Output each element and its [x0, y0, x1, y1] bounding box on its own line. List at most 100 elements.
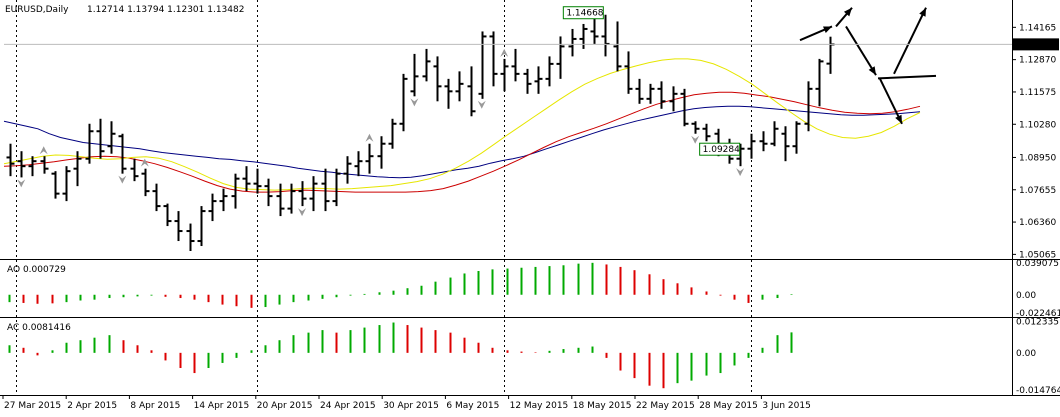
ohlc-bar	[287, 183, 296, 214]
ao-histogram	[8, 262, 793, 308]
price-tick-label: 1.06360	[1019, 218, 1056, 228]
time-tick-label: 27 Mar 2015	[4, 401, 61, 411]
ohlc-bar	[804, 81, 813, 132]
ohlc-bar	[85, 123, 94, 164]
time-tick-label: 6 May 2015	[446, 401, 499, 411]
ohlc-bar	[163, 203, 172, 227]
time-tick-label: 22 May 2015	[636, 401, 695, 411]
ohlc-bar	[770, 121, 779, 147]
ohlc-bar	[186, 223, 195, 252]
ohlc-bar	[556, 36, 565, 79]
ohlc-bar	[635, 78, 644, 104]
ohlc-bar	[6, 143, 15, 177]
user-drawn-arrows[interactable]	[799, 7, 937, 125]
current-price-label: 1.13482	[1016, 40, 1053, 50]
ohlc-bar	[264, 178, 273, 207]
fractal-down-icon	[118, 175, 127, 184]
time-tick-label: 12 May 2015	[510, 401, 569, 411]
ma-line-2	[3, 58, 921, 191]
arrow-head-icon	[868, 66, 876, 76]
ohlc-bar	[500, 58, 509, 92]
drawn-arrow[interactable]	[835, 7, 853, 28]
price-tick-label: 1.07655	[1019, 186, 1056, 196]
ac-label: AC 0.0081416	[7, 323, 71, 333]
ohlc-bar	[298, 181, 307, 207]
arrow-head-icon	[823, 26, 832, 33]
ohlc-bar	[792, 121, 801, 154]
ohlc-bar	[736, 143, 745, 167]
drawn-arrow[interactable]	[879, 78, 903, 125]
ohlc-bar	[365, 143, 374, 174]
ohlc-bar	[523, 68, 532, 94]
time-tick-label: 3 Jun 2015	[762, 401, 810, 411]
moving-averages	[3, 58, 921, 193]
symbol-label: EURUSD,Daily	[5, 5, 69, 15]
ohlc-bar	[219, 188, 228, 212]
ohlc-bar	[410, 53, 419, 97]
ohlc-bar	[309, 176, 318, 212]
ohlc-bar	[680, 88, 689, 127]
ohlc-bar	[197, 206, 206, 247]
ohlc-bar	[781, 126, 790, 162]
ohlc-bar	[669, 86, 678, 112]
fractal-up-icon	[39, 146, 48, 155]
ohlc-bar	[646, 83, 655, 104]
fractal-down-icon	[736, 168, 745, 177]
drawn-line	[877, 74, 937, 80]
current-price-box	[1013, 38, 1059, 51]
axes-labels: 1.13482 1.14165 1.12870 1.11575 1.10280 1.089…	[2, 23, 1060, 411]
ohlc-bar	[455, 71, 464, 102]
ac-tick-label: 0.012335	[1016, 318, 1059, 328]
time-tick-label: 14 Apr 2015	[194, 401, 250, 411]
annotation-text: 1.14668	[566, 9, 603, 19]
ohlc-bar	[118, 133, 127, 174]
ohlc-bar	[174, 211, 183, 242]
fractal-down-icon	[477, 100, 486, 109]
ohlc-bar	[332, 168, 341, 207]
time-tick-label: 20 Apr 2015	[257, 401, 313, 411]
time-tick-label: 8 Apr 2015	[130, 401, 180, 411]
ohlc-bar	[747, 133, 756, 159]
drawn-arrow[interactable]	[799, 25, 833, 42]
ohlc-bar	[433, 56, 442, 102]
arrow-shaft	[879, 78, 903, 125]
price-tick-label: 1.14165	[1019, 23, 1056, 33]
fractal-down-icon	[410, 98, 419, 107]
ohlc-bar	[444, 78, 453, 109]
fractal-up-icon	[140, 158, 149, 167]
ohlc-bar	[568, 28, 577, 57]
arrow-shaft	[845, 25, 877, 76]
price-annotation: 1.09284	[699, 142, 741, 156]
ohlc-bar	[511, 48, 520, 82]
fractal-up-icon	[365, 133, 374, 142]
price-tick-label: 1.12870	[1019, 56, 1056, 66]
ohlc-bar	[702, 123, 711, 142]
ohlc-bar	[377, 136, 386, 169]
ohlc-bar	[40, 156, 49, 174]
ohlc-bar	[208, 193, 217, 222]
ohlc-bar	[321, 168, 330, 212]
ohlc-bar	[231, 173, 240, 209]
ohlc-bar	[17, 151, 26, 178]
ohlc-bar	[96, 118, 105, 159]
fractal-down-icon	[298, 208, 307, 217]
price-annotation: 1.14668	[562, 6, 604, 20]
fractal-down-icon	[691, 135, 700, 144]
ohlc-bar	[62, 166, 71, 202]
ohlc-bar	[354, 151, 363, 177]
ohlc-bar	[276, 183, 285, 217]
ohlc-bar	[73, 151, 82, 187]
time-tick-label: 28 May 2015	[699, 401, 758, 411]
ao-label: AO 0.000729	[7, 265, 66, 275]
time-tick-label: 30 Apr 2015	[383, 401, 439, 411]
arrow-head-icon	[843, 7, 852, 17]
annotation-box	[562, 6, 604, 20]
arrow-head-icon	[895, 114, 902, 124]
drawn-arrow[interactable]	[893, 7, 927, 75]
drawn-arrow[interactable]	[845, 25, 877, 76]
ohlc-bar	[590, 18, 599, 44]
ohlc-bar	[478, 31, 487, 99]
price-tick-label: 1.10280	[1019, 120, 1056, 130]
